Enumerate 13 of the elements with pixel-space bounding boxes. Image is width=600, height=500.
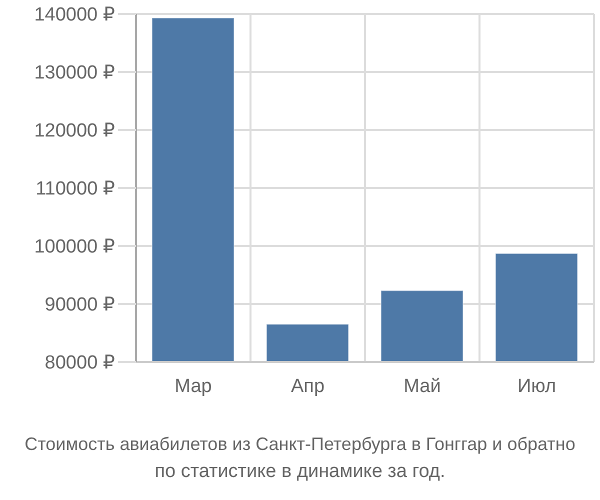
y-tick-label: 90000 ₽ xyxy=(44,294,115,316)
y-tick-label: 100000 ₽ xyxy=(34,236,115,258)
text: Стоимость авиабилетов из Санкт-Петербурга в Гонггар и обратно xyxy=(24,433,576,456)
y-tick-label: 130000 ₽ xyxy=(34,62,115,84)
y-tick-label: 110000 ₽ xyxy=(36,178,115,200)
x-tick-label: Мар xyxy=(174,376,212,397)
y-tick-label: 120000 ₽ xyxy=(34,120,115,142)
y-tick-label: 140000 ₽ xyxy=(34,4,115,26)
x-tick-label: Апр xyxy=(290,376,325,397)
x-tick-label: Май xyxy=(404,376,441,397)
y-tick-label: 80000 ₽ xyxy=(44,352,115,374)
text: по статистике в динамике за год. xyxy=(154,460,446,484)
x-tick-label: Июл xyxy=(517,376,556,397)
